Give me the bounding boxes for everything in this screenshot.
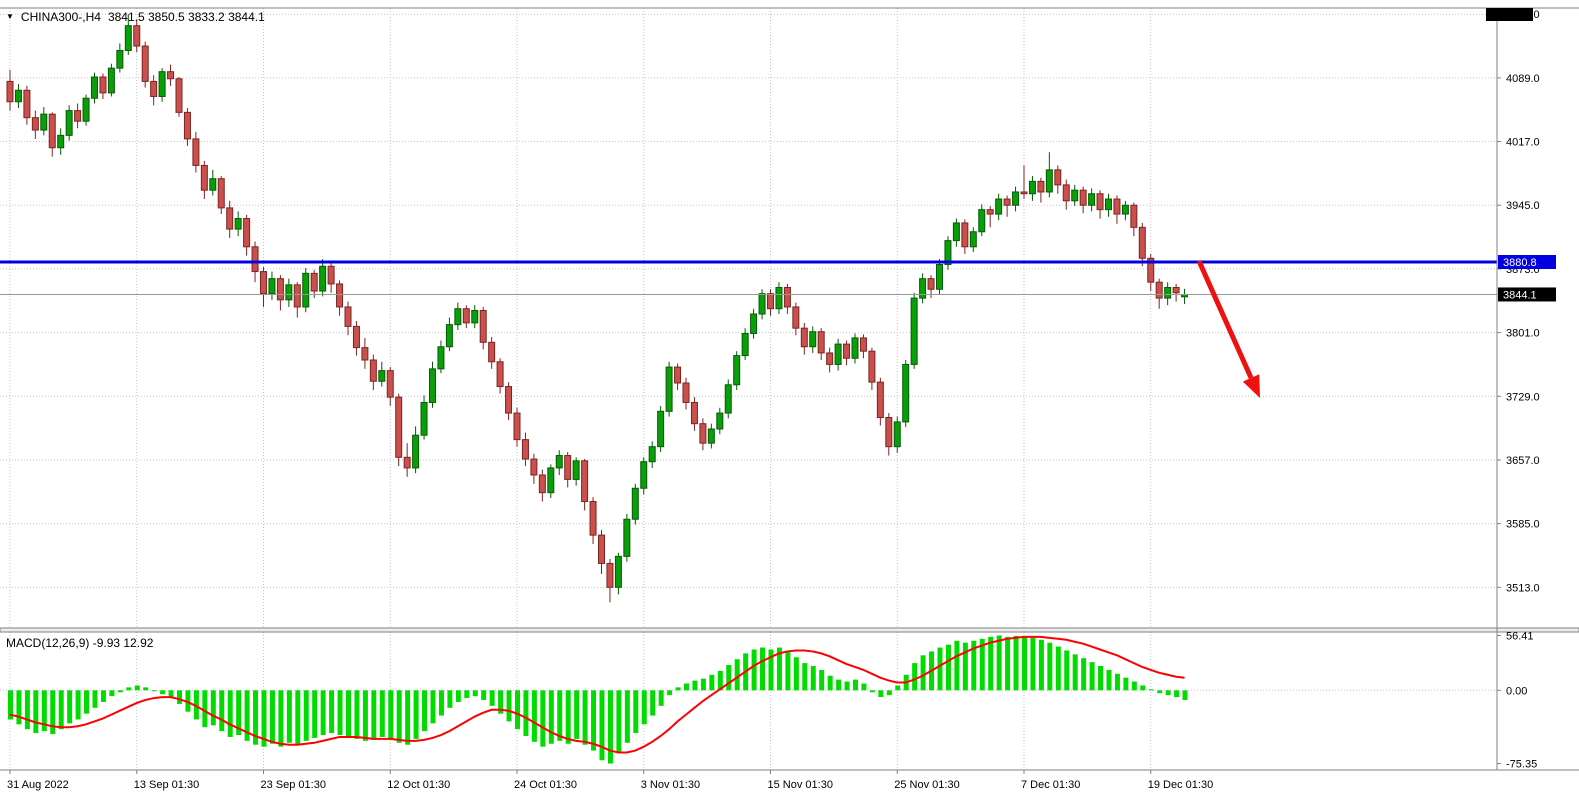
svg-text:3513.0: 3513.0 [1506,582,1540,594]
svg-text:19 Dec 01:30: 19 Dec 01:30 [1148,779,1213,791]
price-axis-labels: 4161.04089.04017.03945.03873.03801.03729… [1506,9,1540,770]
time-axis-labels: 31 Aug 2022 13 Sep 01:30 23 Sep 01:30 12 Oc… [7,779,1213,791]
svg-text:25 Nov 01:30: 25 Nov 01:30 [894,779,959,791]
svg-text:3657.0: 3657.0 [1506,455,1540,467]
svg-text:0.00: 0.00 [1506,685,1527,697]
svg-text:24 Oct 01:30: 24 Oct 01:30 [514,779,577,791]
svg-text:3729.0: 3729.0 [1506,391,1540,403]
hline-price-tag: 3880.8 [1498,255,1556,270]
svg-text:3945.0: 3945.0 [1506,200,1540,212]
svg-text:3 Nov 01:30: 3 Nov 01:30 [641,779,700,791]
svg-text:4017.0: 4017.0 [1506,137,1540,149]
svg-text:7 Dec 01:30: 7 Dec 01:30 [1021,779,1080,791]
macd-indicator-label: MACD(12,26,9) -9.93 12.92 [6,636,154,650]
svg-text:3844.1: 3844.1 [1503,289,1537,301]
svg-text:15 Nov 01:30: 15 Nov 01:30 [768,779,833,791]
svg-text:13 Sep 01:30: 13 Sep 01:30 [134,779,199,791]
corner-marker [1486,8,1533,21]
svg-text:3585.0: 3585.0 [1506,519,1540,531]
svg-text:56.41: 56.41 [1506,630,1534,642]
svg-text:31 Aug 2022: 31 Aug 2022 [7,779,69,791]
svg-text:3801.0: 3801.0 [1506,328,1540,340]
panel-borders [0,7,1579,774]
chart-legend: ▼ CHINA300-,H4 3841.5 3850.5 3833.2 3844… [6,10,265,24]
svg-text:-75.35: -75.35 [1506,759,1537,771]
svg-text:23 Sep 01:30: 23 Sep 01:30 [261,779,326,791]
panel-separator[interactable] [0,627,1579,633]
candles-layer [6,14,1189,603]
svg-text:4089.0: 4089.0 [1506,73,1540,85]
svg-text:3880.8: 3880.8 [1503,257,1537,269]
svg-text:12 Oct 01:30: 12 Oct 01:30 [387,779,450,791]
collapse-triangle-icon[interactable]: ▼ [6,12,14,21]
trend-arrow[interactable] [1196,259,1260,398]
ohlc-values: 3841.5 3850.5 3833.2 3844.1 [107,10,265,24]
macd-signal-line [9,635,1185,754]
gridlines [0,8,1497,770]
symbol-period-label: CHINA300-,H4 [20,10,101,24]
current-price-tag: 3844.1 [1498,287,1556,302]
